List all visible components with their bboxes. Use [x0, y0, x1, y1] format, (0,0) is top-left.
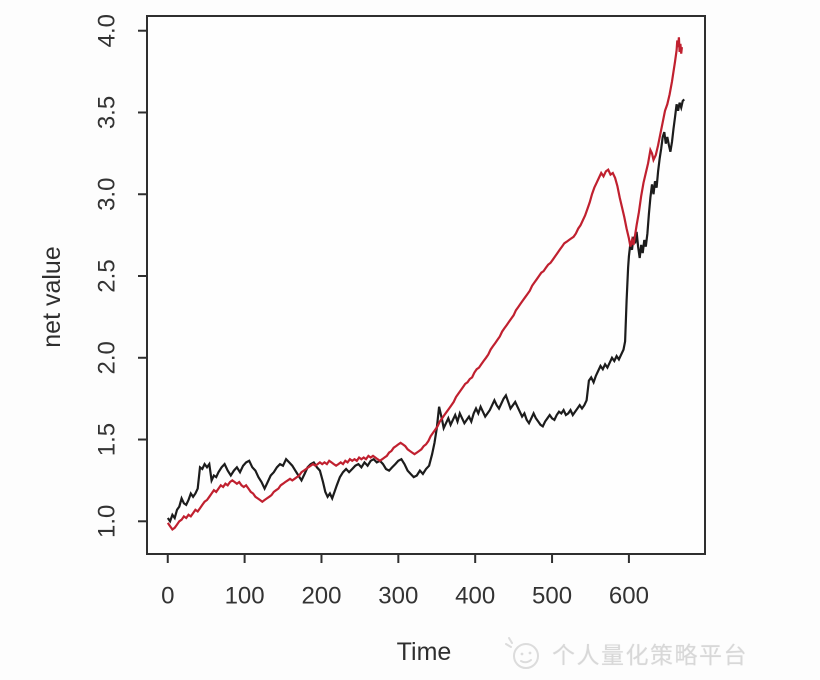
y-tick-label: 4.0 — [94, 14, 121, 47]
y-tick-label: 3.5 — [94, 96, 121, 129]
smiley-logo-icon — [505, 637, 539, 669]
watermark: 个人量化策略平台 — [502, 634, 748, 672]
black-strategy-line — [166, 98, 686, 524]
x-tick-label: 300 — [378, 583, 418, 610]
x-tick-label: 200 — [301, 583, 341, 610]
x-tick-label: 0 — [161, 583, 174, 610]
x-tick-label: 500 — [532, 583, 572, 610]
y-tick-label: 2.5 — [94, 259, 121, 292]
y-tick-label: 2.0 — [94, 341, 121, 374]
y-tick-label: 1.0 — [94, 505, 121, 538]
y-axis-title: net value — [38, 246, 66, 347]
x-axis-title: Time — [397, 638, 452, 666]
red-strategy-line — [166, 37, 683, 532]
y-tick-label: 3.0 — [94, 178, 121, 211]
x-tick-label: 600 — [609, 583, 649, 610]
plot-area-box — [146, 15, 706, 555]
x-tick-label: 100 — [225, 583, 265, 610]
watermark-text: 个人量化策略平台 — [552, 642, 748, 668]
x-tick-label: 400 — [455, 583, 495, 610]
y-tick-label: 1.5 — [94, 423, 121, 456]
